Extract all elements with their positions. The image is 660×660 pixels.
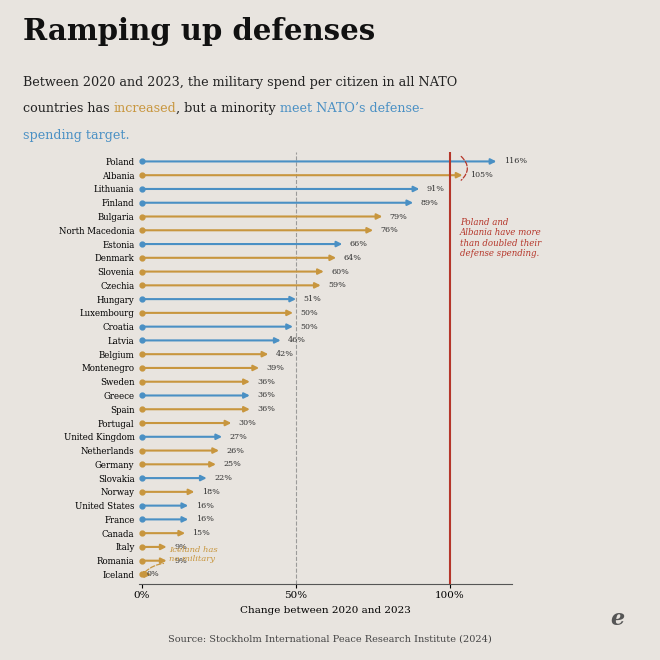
Text: 79%: 79% <box>390 213 408 220</box>
Text: spending target.: spending target. <box>23 129 130 142</box>
Text: 42%: 42% <box>276 350 294 358</box>
Text: 46%: 46% <box>288 337 306 345</box>
Text: 64%: 64% <box>344 254 362 262</box>
Text: 76%: 76% <box>381 226 399 234</box>
Text: 66%: 66% <box>350 240 368 248</box>
Text: Source: Stockholm International Peace Research Institute (2024): Source: Stockholm International Peace Re… <box>168 634 492 644</box>
Text: 89%: 89% <box>420 199 438 207</box>
Text: 36%: 36% <box>257 378 275 385</box>
Text: 9%: 9% <box>174 543 187 551</box>
Text: 59%: 59% <box>328 281 346 289</box>
Text: meet NATO’s defense-: meet NATO’s defense- <box>280 102 424 115</box>
Text: 26%: 26% <box>226 447 244 455</box>
Text: Ramping up defenses: Ramping up defenses <box>23 16 376 46</box>
Text: 36%: 36% <box>257 405 275 413</box>
Text: 60%: 60% <box>331 267 349 276</box>
Text: 51%: 51% <box>304 295 321 303</box>
Text: 50%: 50% <box>300 323 318 331</box>
Text: 30%: 30% <box>239 419 257 427</box>
Text: 15%: 15% <box>193 529 211 537</box>
Text: Poland and
Albania have more
than doubled their
defense spending.: Poland and Albania have more than double… <box>460 218 541 258</box>
Text: Iceland has
no military: Iceland has no military <box>170 546 218 563</box>
Text: 116%: 116% <box>504 158 527 166</box>
Text: 25%: 25% <box>223 460 241 469</box>
Text: 36%: 36% <box>257 391 275 399</box>
Text: 27%: 27% <box>230 433 248 441</box>
Text: 39%: 39% <box>267 364 284 372</box>
Text: e: e <box>610 609 624 630</box>
Text: 9%: 9% <box>174 556 187 565</box>
X-axis label: Change between 2020 and 2023: Change between 2020 and 2023 <box>240 606 411 614</box>
Text: 18%: 18% <box>202 488 220 496</box>
Text: increased: increased <box>114 102 176 115</box>
Text: countries has: countries has <box>23 102 114 115</box>
Text: 105%: 105% <box>470 171 493 180</box>
Text: Between 2020 and 2023, the military spend per citizen in all NATO: Between 2020 and 2023, the military spen… <box>23 76 457 89</box>
Text: 16%: 16% <box>195 502 214 510</box>
Text: 16%: 16% <box>195 515 214 523</box>
Text: 22%: 22% <box>214 474 232 482</box>
Text: 50%: 50% <box>300 309 318 317</box>
Text: 91%: 91% <box>427 185 445 193</box>
Text: 0%: 0% <box>147 570 159 578</box>
Text: , but a minority: , but a minority <box>176 102 280 115</box>
